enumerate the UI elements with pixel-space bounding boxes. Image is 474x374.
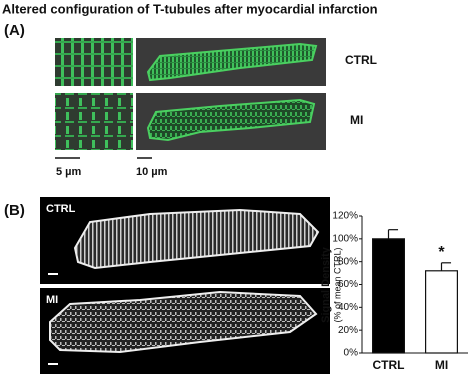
- y-tick-label: 80%: [338, 256, 358, 267]
- bar: [425, 270, 459, 354]
- row-label: CTRL: [345, 53, 377, 67]
- zoom-image: [55, 93, 133, 150]
- cell: [146, 98, 316, 142]
- y-axis-subtitle: (% of mean CTRL): [332, 247, 342, 322]
- panel-label: (A): [4, 22, 25, 39]
- y-tick-label: 120%: [332, 211, 358, 222]
- image-label: CTRL: [46, 203, 76, 215]
- bar: [372, 238, 406, 354]
- figure-title: Altered configuration of T-tubules after…: [2, 1, 378, 16]
- y-tick-label: 0%: [344, 348, 359, 359]
- y-tick-label: 20%: [338, 325, 358, 336]
- scale-label: 5 µm: [56, 166, 82, 178]
- row-label: MI: [350, 113, 363, 127]
- image-label: MI: [46, 294, 58, 306]
- x-tick-label: CTRL: [373, 358, 405, 372]
- cell: [49, 290, 318, 354]
- significance-marker: *: [438, 244, 445, 261]
- zoom-image: [55, 38, 133, 86]
- panel-label: (B): [4, 202, 25, 219]
- y-tick-label: 60%: [338, 279, 358, 290]
- y-axis-title: Signal Density: [320, 246, 332, 323]
- cell: [146, 42, 318, 82]
- y-tick-label: 40%: [338, 302, 358, 313]
- cell: [73, 208, 320, 270]
- x-tick-label: MI: [435, 358, 448, 372]
- scale-label: 10 µm: [136, 166, 168, 178]
- y-tick-label: 100%: [332, 233, 358, 244]
